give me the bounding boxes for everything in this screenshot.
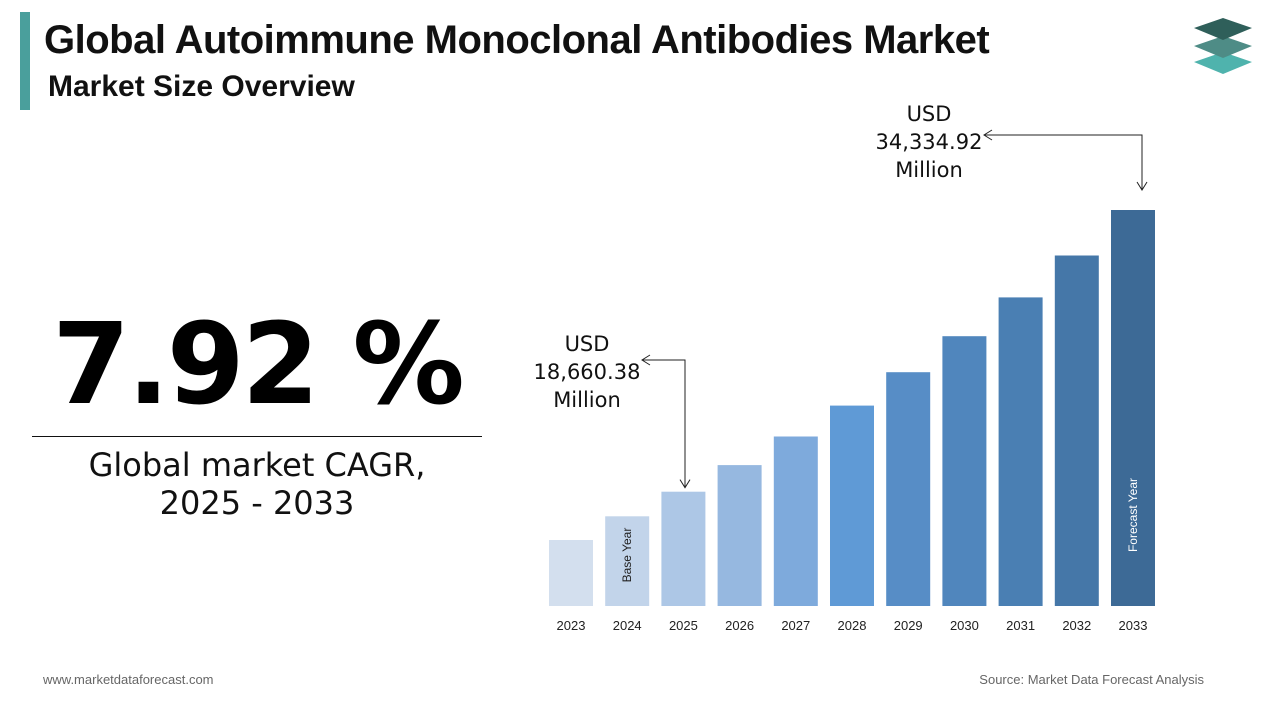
bar-annotation-2024: Base Year: [620, 528, 634, 583]
bar-2026: [717, 465, 762, 606]
cagr-value: 7.92 %: [52, 300, 465, 430]
website-url: www.marketdataforecast.com: [43, 672, 214, 687]
cagr-divider: [32, 436, 482, 437]
bar-2024: [605, 516, 650, 606]
x-tick-label-2023: 2023: [557, 618, 586, 633]
bar-2025: [661, 491, 706, 606]
x-tick-label-2024: 2024: [613, 618, 642, 633]
bar-2031: [998, 297, 1043, 606]
x-tick-label-2032: 2032: [1062, 618, 1091, 633]
title-accent-bar: [20, 12, 30, 110]
forecast-callout-connector-head-1: [1136, 181, 1148, 191]
bar-2033: [1111, 210, 1155, 606]
forecast-callout-unit: Million: [895, 158, 963, 182]
x-tick-label-2028: 2028: [838, 618, 867, 633]
base-callout-currency: USD: [564, 332, 610, 356]
x-tick-label-2033: 2033: [1119, 618, 1148, 633]
bar-2029: [886, 372, 931, 606]
forecast-callout-currency: USD: [906, 102, 952, 126]
base-callout-value: 18,660.38: [533, 360, 641, 384]
x-tick-label-2029: 2029: [894, 618, 923, 633]
forecast-year-callout: USD 34,334.92 Million: [849, 100, 1009, 184]
forecast-callout-value: 34,334.92: [875, 130, 983, 154]
base-callout-connector-head-0: [641, 354, 651, 366]
base-callout-connector-head-1: [679, 479, 691, 489]
bar-2030: [942, 336, 987, 606]
page-title: Global Autoimmune Monoclonal Antibodies …: [44, 18, 990, 62]
page-subtitle: Market Size Overview: [48, 70, 355, 103]
x-tick-label-2025: 2025: [669, 618, 698, 633]
bar-2032: [1054, 255, 1099, 606]
forecast-callout-connector-head-0: [983, 129, 993, 141]
base-year-callout: USD 18,660.38 Million: [507, 330, 667, 414]
cagr-label: Global market CAGR, 2025 - 2033: [32, 446, 482, 522]
x-tick-label-2026: 2026: [725, 618, 754, 633]
x-tick-label-2027: 2027: [781, 618, 810, 633]
layered-stack-logo-icon: [1194, 18, 1252, 74]
base-callout-unit: Million: [553, 388, 621, 412]
base-callout-connector: [642, 359, 686, 488]
bar-annotation-2033: Forecast Year: [1126, 478, 1140, 552]
x-tick-label-2030: 2030: [950, 618, 979, 633]
bar-2023: [549, 540, 593, 606]
x-tick-label-2031: 2031: [1006, 618, 1035, 633]
source-note: Source: Market Data Forecast Analysis: [979, 672, 1204, 687]
cagr-label-line1: Global market CAGR,: [88, 446, 426, 484]
bar-2028: [830, 405, 874, 606]
forecast-callout-connector: [984, 134, 1143, 190]
bar-2027: [773, 436, 818, 606]
cagr-label-line2: 2025 - 2033: [159, 484, 355, 522]
